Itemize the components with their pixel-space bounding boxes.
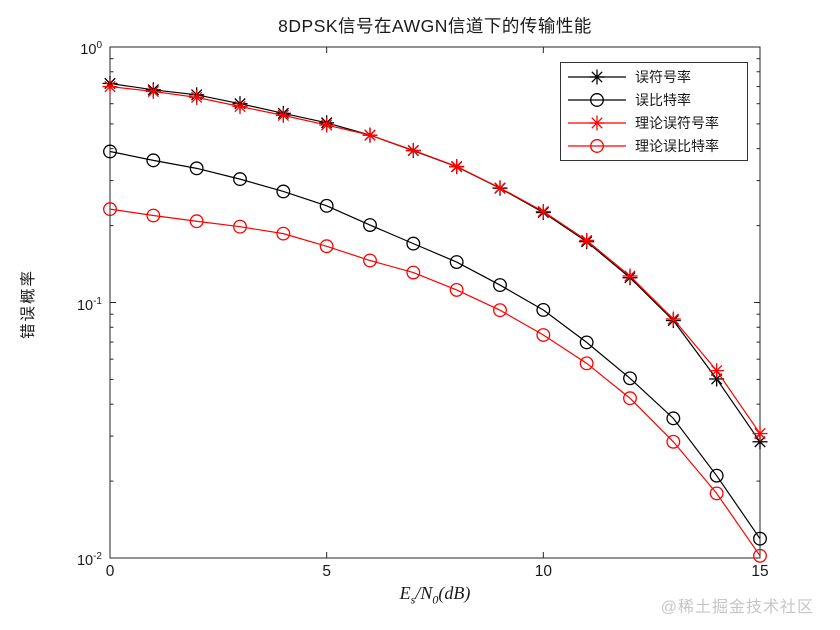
data-point-marker [536,303,551,317]
data-point-marker [493,278,507,293]
x-tick-label: 0 [105,563,115,580]
data-point-marker [535,204,551,220]
series-line [109,150,761,540]
data-point-marker [622,268,638,284]
legend-entry: 误比特率 [561,89,747,111]
data-point-marker [709,486,724,501]
xlabel-sub-s: s [410,592,416,607]
watermark: @稀土掘金技术社区 [660,599,814,616]
data-point-marker [405,142,421,158]
series-line [109,85,761,434]
data-point-marker [233,219,247,234]
data-point-marker [103,202,117,217]
data-point-marker [319,198,334,213]
series-误比特率 [103,144,767,546]
data-point-marker [589,115,605,131]
data-point-marker [579,232,595,248]
data-point-marker [189,161,204,176]
legend-swatch [568,115,626,131]
data-point-marker [536,328,551,342]
y-tick-label: 10-2 [76,551,102,569]
series-理论误符号率 [102,79,768,442]
legend: 误符号率误比特率理论误符号率 理论误比特率 [560,62,748,161]
legend-entry: 理论误比特率 [561,135,747,157]
xlabel-sub-0: 0 [432,592,439,607]
data-point-marker [752,426,768,442]
data-point-marker [102,79,118,95]
data-point-marker [666,434,681,449]
legend-label: 误符号率 [635,69,691,86]
data-point-marker [449,255,464,269]
data-point-marker [275,107,291,123]
data-point-marker [753,531,767,546]
xlabel-E: E [399,583,411,603]
x-tick-label: 5 [322,563,331,580]
data-point-marker [493,303,507,318]
data-point-marker [449,282,464,297]
data-point-marker [492,180,508,196]
legend-label: 误比特率 [635,92,691,109]
data-point-marker [709,363,725,379]
data-point-marker [146,208,161,223]
data-point-marker [319,117,335,133]
data-point-marker [362,127,378,143]
legend-swatch [568,69,626,85]
y-axis-label: 错误概率 [20,269,37,340]
data-point-marker [232,98,248,114]
data-point-marker [709,468,724,483]
data-point-marker [590,93,604,108]
data-point-marker [103,144,117,159]
data-point-marker [276,184,291,199]
data-point-marker [406,236,421,251]
data-point-marker [233,172,247,187]
data-point-marker [753,548,767,563]
data-point-marker [579,335,594,350]
legend-label: 理论误比特率 [635,137,719,154]
y-tick-label: 10-1 [76,295,102,314]
data-point-marker [276,226,291,241]
data-point-marker [406,265,421,280]
x-tick-label: 10 [534,563,552,580]
data-point-marker [319,239,334,254]
data-point-marker [449,158,465,174]
data-point-marker [623,391,637,406]
axis-ticks [109,46,761,559]
xlabel-unit: (dB) [438,583,471,603]
data-point-marker [363,218,377,232]
x-tick-label: 15 [751,563,769,580]
legend-swatch [568,93,626,108]
data-point-marker [590,138,604,153]
data-point-marker [666,411,681,426]
xlabel-slash-N: /N [415,583,433,603]
data-point-marker [189,214,204,229]
data-point-marker [189,89,205,105]
series-line [109,208,761,557]
chart-title: 8DPSK信号在AWGN信道下的传输性能 [278,16,592,36]
data-point-marker [579,356,594,371]
data-point-marker [363,253,377,268]
legend-entry: 误符号率 [561,66,747,88]
x-axis-label: Es/N0(dB) [110,583,760,608]
data-point-marker [665,311,681,327]
data-point-marker [623,371,637,386]
legend-label: 理论误符号率 [635,114,719,131]
legend-entry: 理论误符号率 [561,112,747,134]
y-tick-label: 100 [80,40,102,58]
data-point-marker [589,69,605,85]
data-point-marker [146,153,161,168]
series-理论误比特率 [103,202,767,563]
legend-swatch [568,138,626,153]
data-point-marker [145,83,161,99]
